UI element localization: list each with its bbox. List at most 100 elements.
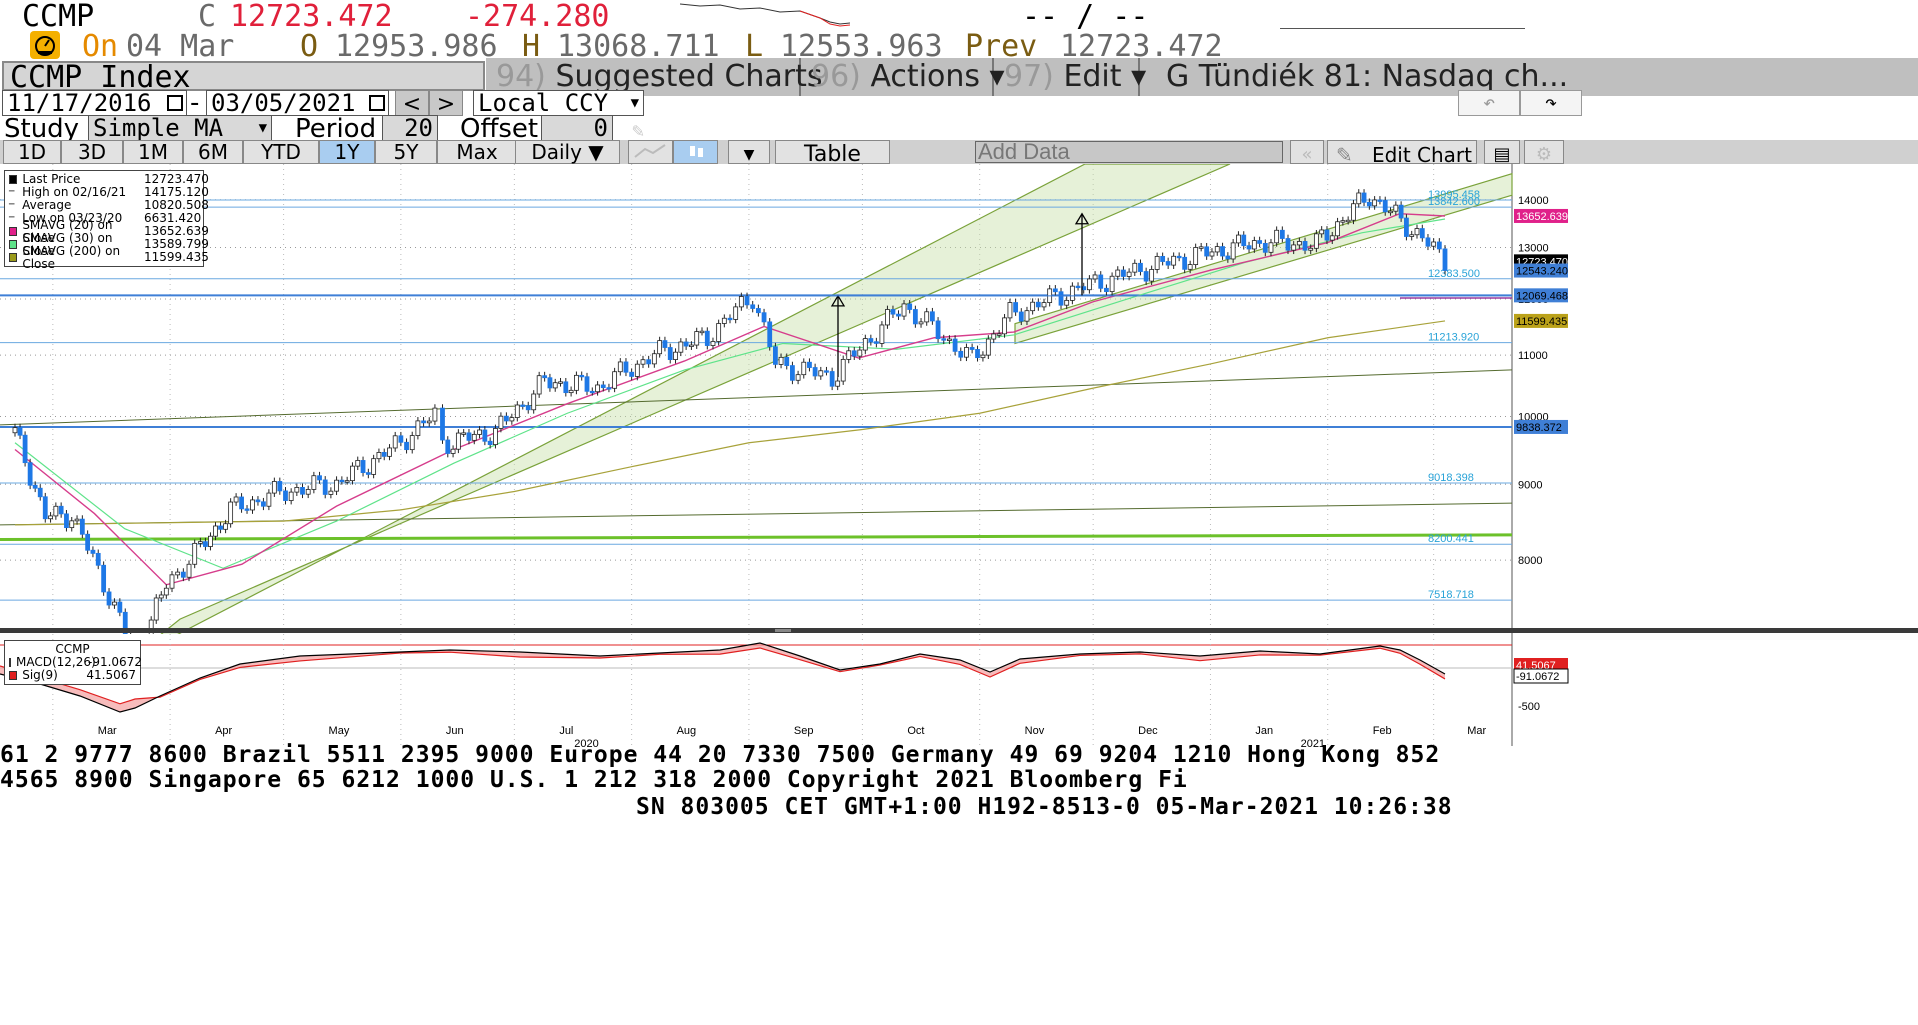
splitter-grip-icon[interactable] (775, 629, 791, 632)
start-date: 11/17/2016 (7, 89, 152, 117)
candle-down (667, 347, 673, 360)
prev-label: Prev (965, 29, 1038, 64)
period-button-5y[interactable]: 5Y (375, 140, 437, 164)
candle-up (1126, 271, 1132, 277)
legend-row[interactable]: SMAVG (30) on Close 13589.799 (5, 231, 209, 257)
candle-up (311, 475, 317, 490)
legend-label: Sig(9) (22, 668, 58, 682)
table-button[interactable]: Table (775, 140, 890, 167)
candle-up (112, 601, 117, 606)
candle-down (22, 434, 28, 464)
legend-row[interactable]: SMAVG (200) on Close 11599.435 (5, 244, 209, 270)
chart-type-dropdown[interactable]: ▼ (728, 140, 770, 164)
legend-label: MACD(12,26) (16, 655, 96, 669)
candle-down (1220, 246, 1225, 257)
legend-row[interactable]: ─ High on 02/16/21 14175.120 (5, 186, 209, 199)
candle-down (58, 505, 64, 515)
prev-range-button[interactable]: < (395, 90, 429, 117)
legend-value: 10820.508 (144, 198, 209, 212)
candle-down (907, 303, 913, 310)
candle-down (239, 496, 244, 510)
period-button-1y[interactable]: 1Y (319, 140, 375, 164)
candle-down (1052, 288, 1058, 293)
period-button-max[interactable]: Max (437, 140, 517, 164)
candle-down (812, 367, 818, 377)
end-date: 03/05/2021 (211, 89, 356, 117)
macd-chart[interactable]: 41.5067-91.0672-500 (0, 634, 1918, 746)
period-button-1m[interactable]: 1M (123, 140, 183, 164)
candle-up (1171, 255, 1177, 266)
gear-icon[interactable]: ⚙ (1524, 140, 1564, 165)
candle-down (589, 390, 595, 394)
period-button-3d[interactable]: 3D (61, 140, 123, 164)
line-chart-icon[interactable] (628, 140, 673, 164)
candle-up (1345, 219, 1351, 223)
candlestick-icon[interactable] (673, 140, 718, 164)
prev-price: 12723.472 (1060, 29, 1223, 64)
legend-row[interactable]: Sig(9) 41.5067 (5, 669, 140, 682)
redo-icon[interactable]: ↷ (1520, 90, 1582, 116)
candle-down (261, 501, 266, 507)
candle-up (1268, 242, 1274, 253)
candle-up (169, 574, 175, 589)
legend-row[interactable]: MACD(12,26) -91.0672 (5, 655, 142, 669)
candle-down (398, 435, 404, 443)
edit-chart-label: Edit Chart (1371, 143, 1472, 167)
candle-up (1007, 302, 1013, 319)
candle-down (873, 341, 879, 344)
period-button-1d[interactable]: 1D (3, 140, 61, 164)
tab-suggested-charts[interactable]: 94) Suggested Charts (486, 58, 823, 96)
start-date-input[interactable]: 11/17/2016 (2, 90, 187, 116)
calendar-icon[interactable] (369, 95, 385, 111)
offset-input[interactable]: 0 (541, 115, 613, 141)
frequency-select[interactable]: Daily ▼ (515, 140, 620, 164)
chart-title[interactable]: G Tündiék 81: Nasdaq ch... (1166, 59, 1569, 94)
edit-chart-button[interactable]: ✎ Edit Chart (1327, 140, 1477, 167)
candle-down (1366, 201, 1372, 207)
candle-down (17, 427, 23, 436)
candle-up (1198, 246, 1204, 249)
security-field[interactable]: CCMP Index (2, 61, 485, 93)
legend-row[interactable]: ─ Low on 03/23/20 6631.420 (5, 212, 203, 225)
add-data-input[interactable]: Add Data (975, 141, 1283, 163)
x-tick-label: Aug (677, 725, 697, 737)
legend-row[interactable]: ─ Average 10820.508 (5, 198, 209, 212)
undo-icon[interactable]: ↶ (1458, 90, 1520, 116)
y-tick-label: 9000 (1518, 479, 1542, 491)
tab-actions[interactable]: 96) Actions ▾ (801, 58, 1005, 96)
low-price: 12553.963 (780, 29, 943, 64)
currency-select[interactable]: Local CCY ▼ (473, 90, 644, 116)
period-input[interactable]: 20 (382, 115, 438, 141)
candle-down (750, 304, 756, 309)
collapse-icon[interactable]: « (1290, 140, 1324, 165)
tab-number: 97) (1004, 59, 1054, 94)
candle-down (784, 356, 790, 366)
price-badge (1514, 313, 1568, 328)
period-button-6m[interactable]: 6M (183, 140, 243, 164)
price-chart[interactable]: 80009000100001100012000130001400013995.4… (0, 164, 1918, 634)
end-date-input[interactable]: 03/05/2021 (206, 90, 389, 116)
calendar-icon[interactable] (167, 95, 183, 111)
chart-settings-icon[interactable]: ▤ (1484, 140, 1520, 165)
study-select[interactable]: Simple MA ▼ (88, 115, 272, 141)
candle-up (1296, 241, 1302, 246)
legend-row[interactable]: Last Price 12723.470 (5, 173, 209, 186)
legend-row[interactable]: SMAVG (20) on Close 13652.639 (5, 218, 209, 244)
gauge-icon[interactable] (30, 31, 60, 59)
candle-down (772, 346, 778, 365)
period-button-ytd[interactable]: YTD (243, 140, 319, 164)
tab-edit[interactable]: 97) Edit ▾ (994, 58, 1146, 96)
candle-up (350, 465, 355, 482)
pencil-icon[interactable]: ✎ (632, 118, 645, 142)
candle-down (1442, 248, 1448, 271)
y-tick-label: 14000 (1518, 195, 1549, 207)
candle-up (376, 452, 382, 460)
pane-splitter[interactable] (0, 628, 1918, 633)
sma200-line (14, 320, 1446, 526)
candle-up (1356, 192, 1362, 205)
ticker-symbol: CCMP (22, 0, 95, 34)
candle-up (918, 321, 924, 325)
candle-up (1030, 301, 1036, 312)
legend-swatch: ─ (9, 200, 15, 210)
next-range-button[interactable]: > (429, 90, 463, 117)
